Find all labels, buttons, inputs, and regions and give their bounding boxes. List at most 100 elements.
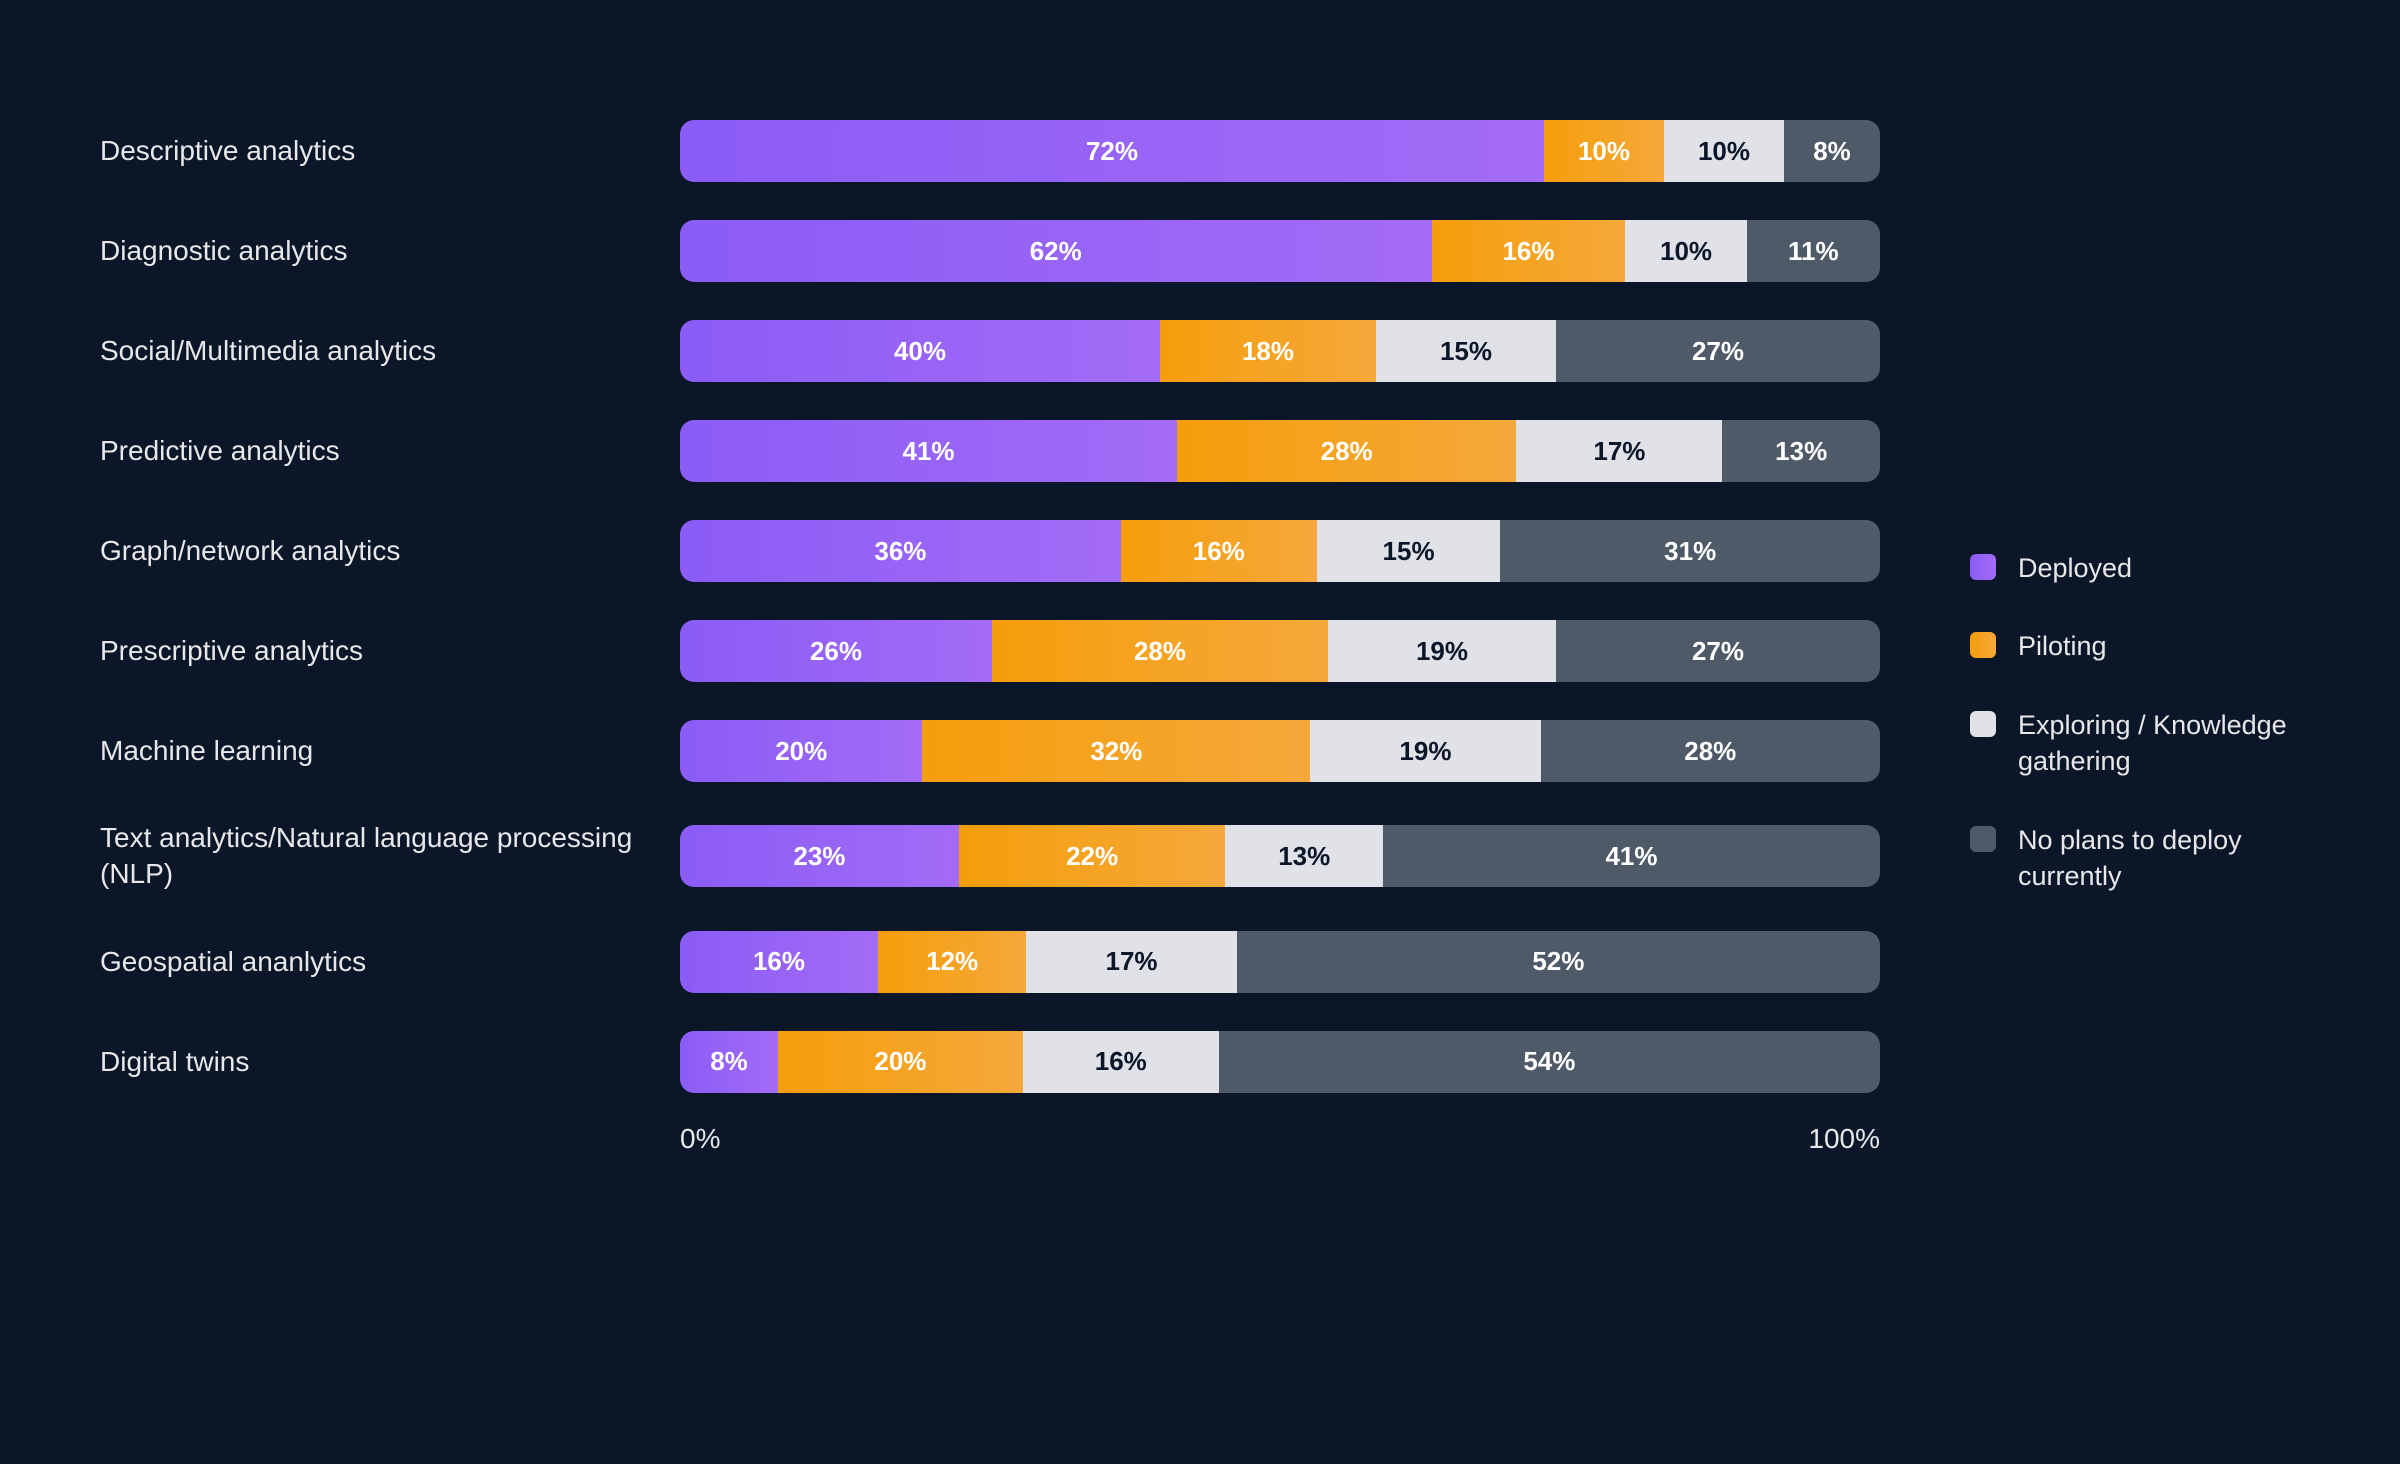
legend-swatch-exploring [1970,711,1996,737]
x-axis: 0% 100% [680,1123,1880,1155]
segment-noplans: 13% [1722,420,1880,482]
segment-value: 15% [1440,336,1492,367]
segment-exploring: 10% [1625,220,1746,282]
segment-deployed: 8% [680,1031,778,1093]
segment-exploring: 17% [1516,420,1722,482]
segment-value: 10% [1698,136,1750,167]
segment-value: 8% [710,1046,748,1077]
row-label: Descriptive analytics [100,133,640,169]
legend-item-exploring: Exploring / Knowledge gathering [1970,707,2300,780]
segment-deployed: 20% [680,720,922,782]
segment-noplans: 8% [1784,120,1880,182]
segment-piloting: 16% [1432,220,1626,282]
chart-row: Graph/network analytics36%16%15%31% [100,520,1880,582]
bar: 8%20%16%54% [680,1031,1880,1093]
segment-exploring: 19% [1328,620,1556,682]
segment-piloting: 28% [992,620,1328,682]
row-label: Diagnostic analytics [100,233,640,269]
legend-label-noplans: No plans to deploy currently [2018,822,2300,895]
segment-value: 16% [1193,536,1245,567]
segment-piloting: 22% [959,825,1226,887]
segment-noplans: 11% [1747,220,1880,282]
row-label: Predictive analytics [100,433,640,469]
bar: 41% 28% 17% 13% [680,420,1880,482]
segment-value: 8% [1813,136,1851,167]
segment-noplans: 27% [1556,320,1880,382]
legend: Deployed Piloting Exploring / Knowledge … [1940,120,2300,1155]
segment-value: 41% [1605,841,1657,872]
row-label: Text analytics/Natural language processi… [100,820,640,893]
row-label: Digital twins [100,1044,640,1080]
segment-exploring: 13% [1225,825,1383,887]
segment-value: 54% [1523,1046,1575,1077]
bar: 23% 22% 13% 41% [680,825,1880,887]
segment-value: 17% [1106,946,1158,977]
chart-row: Prescriptive analytics 26% 28% 19% 27% [100,620,1880,682]
segment-exploring: 16% [1023,1031,1219,1093]
segment-piloting: 10% [1544,120,1664,182]
segment-value: 28% [1134,636,1186,667]
bar: 26% 28% 19% 27% [680,620,1880,682]
chart-row: Geospatial ananlytics 16% 12% 17% 52% [100,931,1880,993]
segment-exploring: 19% [1310,720,1540,782]
legend-label-piloting: Piloting [2018,628,2107,664]
chart-row: Diagnostic analytics 62% 16% 10% 11% [100,220,1880,282]
segment-value: 28% [1321,436,1373,467]
row-label: Prescriptive analytics [100,633,640,669]
segment-value: 62% [1030,236,1082,267]
bar: 40%18%15%27% [680,320,1880,382]
segment-value: 17% [1593,436,1645,467]
segment-piloting: 16% [1121,520,1317,582]
chart-row: Descriptive analytics 72% 10% 10% 8% [100,120,1880,182]
chart-row: Digital twins8%20%16%54% [100,1031,1880,1093]
segment-value: 52% [1532,946,1584,977]
segment-value: 10% [1578,136,1630,167]
segment-value: 22% [1066,841,1118,872]
segment-value: 16% [753,946,805,977]
segment-exploring: 15% [1376,320,1556,382]
segment-noplans: 27% [1556,620,1880,682]
segment-piloting: 28% [1177,420,1516,482]
bar: 72% 10% 10% 8% [680,120,1880,182]
segment-value: 36% [874,536,926,567]
chart-row: Text analytics/Natural language processi… [100,820,1880,893]
segment-deployed: 62% [680,220,1432,282]
legend-label-exploring: Exploring / Knowledge gathering [2018,707,2300,780]
legend-swatch-piloting [1970,632,1996,658]
segment-noplans: 52% [1237,931,1880,993]
segment-exploring: 10% [1664,120,1784,182]
segment-deployed: 36% [680,520,1121,582]
segment-noplans: 28% [1541,720,1880,782]
segment-exploring: 17% [1026,931,1236,993]
legend-item-deployed: Deployed [1970,550,2300,586]
segment-value: 10% [1660,236,1712,267]
bar: 62% 16% 10% 11% [680,220,1880,282]
segment-value: 41% [902,436,954,467]
row-label: Machine learning [100,733,640,769]
segment-value: 19% [1416,636,1468,667]
segment-value: 11% [1788,236,1839,267]
segment-value: 13% [1775,436,1827,467]
chart-row: Predictive analytics 41% 28% 17% 13% [100,420,1880,482]
chart-container: Descriptive analytics 72% 10% 10% 8% Diagnost… [100,120,2300,1155]
segment-piloting: 12% [878,931,1026,993]
segment-value: 27% [1692,636,1744,667]
segment-deployed: 23% [680,825,959,887]
segment-exploring: 15% [1317,520,1501,582]
segment-deployed: 40% [680,320,1160,382]
segment-deployed: 16% [680,931,878,993]
bar: 16% 12% 17% 52% [680,931,1880,993]
segment-deployed: 26% [680,620,992,682]
segment-value: 72% [1086,136,1138,167]
axis-max-label: 100% [1808,1123,1880,1155]
chart-row: Machine learning 20% 32% 19%28% [100,720,1880,782]
row-label: Geospatial ananlytics [100,944,640,980]
axis-min-label: 0% [680,1123,720,1155]
bar: 20% 32% 19%28% [680,720,1880,782]
row-label: Social/Multimedia analytics [100,333,640,369]
segment-value: 20% [775,736,827,767]
segment-value: 32% [1090,736,1142,767]
legend-swatch-deployed [1970,554,1996,580]
chart-rows: Descriptive analytics 72% 10% 10% 8% Diagnost… [100,120,1880,1093]
segment-value: 15% [1383,536,1435,567]
